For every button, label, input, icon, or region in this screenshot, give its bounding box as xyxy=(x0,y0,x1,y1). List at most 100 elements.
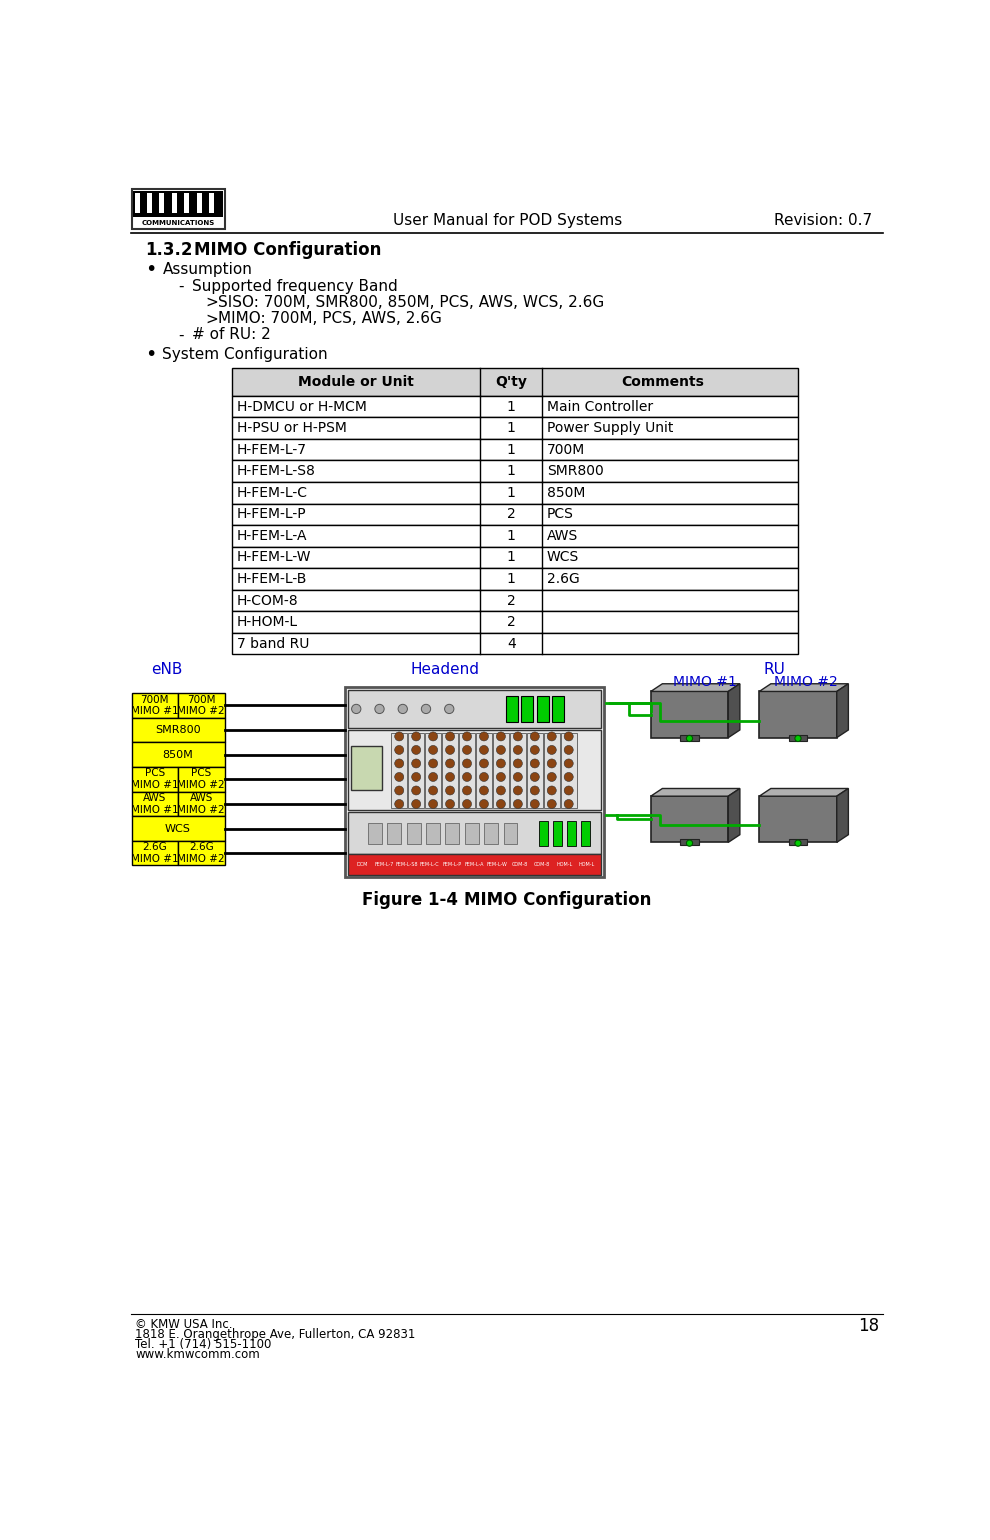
Text: •: • xyxy=(146,345,156,363)
Bar xyxy=(391,733,407,808)
Bar xyxy=(233,611,798,633)
Text: H-FEM-L-B: H-FEM-L-B xyxy=(237,571,307,587)
Circle shape xyxy=(446,732,454,741)
Text: H-FEM-L-7: H-FEM-L-7 xyxy=(237,442,307,457)
Polygon shape xyxy=(729,684,740,738)
Circle shape xyxy=(446,759,454,768)
Text: 1818 E. Orangethrope Ave, Fullerton, CA 92831: 1818 E. Orangethrope Ave, Fullerton, CA … xyxy=(136,1327,416,1341)
Circle shape xyxy=(479,732,488,741)
Bar xyxy=(426,822,440,844)
Circle shape xyxy=(479,773,488,781)
Bar xyxy=(132,693,178,718)
Bar xyxy=(540,821,548,845)
Text: eNB: eNB xyxy=(150,662,182,678)
Circle shape xyxy=(375,704,384,713)
Bar xyxy=(368,822,382,844)
Circle shape xyxy=(514,773,523,781)
Bar xyxy=(132,792,178,816)
Circle shape xyxy=(564,799,573,808)
Bar xyxy=(178,767,225,792)
Text: 7 band RU: 7 band RU xyxy=(237,636,309,651)
Bar xyxy=(147,192,151,213)
Circle shape xyxy=(479,799,488,808)
Circle shape xyxy=(395,759,404,768)
Bar xyxy=(209,192,214,213)
Circle shape xyxy=(514,745,523,755)
Circle shape xyxy=(351,704,361,713)
Circle shape xyxy=(547,799,556,808)
Circle shape xyxy=(795,735,801,742)
Circle shape xyxy=(395,785,404,795)
Text: FEM-L-P: FEM-L-P xyxy=(443,862,461,867)
Bar xyxy=(553,821,562,845)
Bar xyxy=(132,767,178,792)
Circle shape xyxy=(496,799,506,808)
Text: -: - xyxy=(178,328,183,342)
Circle shape xyxy=(531,799,540,808)
Bar xyxy=(567,821,576,845)
Bar xyxy=(233,417,798,439)
Bar xyxy=(347,813,601,855)
Text: MIMO: 700M, PCS, AWS, 2.6G: MIMO: 700M, PCS, AWS, 2.6G xyxy=(219,311,443,326)
Bar xyxy=(581,821,590,845)
Bar xyxy=(233,439,798,460)
Text: FEM-L-W: FEM-L-W xyxy=(486,862,507,867)
Text: 850M: 850M xyxy=(162,750,193,759)
Polygon shape xyxy=(650,684,740,691)
Text: FEM-L-C: FEM-L-C xyxy=(420,862,440,867)
Circle shape xyxy=(496,732,506,741)
Circle shape xyxy=(422,704,431,713)
Bar xyxy=(560,733,577,808)
Circle shape xyxy=(395,799,404,808)
Circle shape xyxy=(412,773,421,781)
Text: FEM-L-S8: FEM-L-S8 xyxy=(396,862,418,867)
Bar xyxy=(552,696,564,722)
Bar xyxy=(233,633,798,654)
Text: COMMUNICATIONS: COMMUNICATIONS xyxy=(142,220,215,226)
Text: H-HOM-L: H-HOM-L xyxy=(237,614,298,630)
Bar xyxy=(197,192,202,213)
Circle shape xyxy=(395,732,404,741)
Bar xyxy=(178,693,225,718)
Circle shape xyxy=(398,704,408,713)
Text: SMR800: SMR800 xyxy=(546,464,604,479)
Circle shape xyxy=(686,841,693,847)
Bar xyxy=(233,525,798,547)
Text: www.kmwcomm.com: www.kmwcomm.com xyxy=(136,1349,260,1361)
Text: Figure 1-4: Figure 1-4 xyxy=(362,892,458,909)
Circle shape xyxy=(462,773,471,781)
Polygon shape xyxy=(837,788,848,842)
Circle shape xyxy=(531,732,540,741)
Text: PCS: PCS xyxy=(546,507,574,522)
Bar xyxy=(759,691,837,738)
Bar xyxy=(650,796,729,842)
Text: H-FEM-L-C: H-FEM-L-C xyxy=(237,485,308,501)
Circle shape xyxy=(412,759,421,768)
Circle shape xyxy=(462,745,471,755)
Text: Power Supply Unit: Power Supply Unit xyxy=(546,420,673,436)
Text: Module or Unit: Module or Unit xyxy=(298,374,414,390)
Bar xyxy=(759,796,837,842)
Text: # of RU: 2: # of RU: 2 xyxy=(192,328,270,342)
Circle shape xyxy=(479,785,488,795)
Bar xyxy=(184,192,189,213)
Circle shape xyxy=(462,785,471,795)
Bar xyxy=(789,735,807,741)
Text: 2: 2 xyxy=(507,593,516,608)
Text: MIMO Configuration: MIMO Configuration xyxy=(464,892,651,909)
Text: H-DMCU or H-MCM: H-DMCU or H-MCM xyxy=(237,399,366,414)
Text: H-PSU or H-PSM: H-PSU or H-PSM xyxy=(237,420,346,436)
Circle shape xyxy=(564,773,573,781)
Circle shape xyxy=(547,785,556,795)
Text: >: > xyxy=(205,296,218,310)
Circle shape xyxy=(547,759,556,768)
Text: 2: 2 xyxy=(507,614,516,630)
Bar xyxy=(789,839,807,845)
Circle shape xyxy=(531,773,540,781)
Text: 850M: 850M xyxy=(546,485,585,501)
Bar xyxy=(233,396,798,417)
Text: 2.6G
MIMO #2: 2.6G MIMO #2 xyxy=(177,842,225,864)
Bar xyxy=(233,460,798,482)
Bar xyxy=(233,368,798,396)
Text: 1: 1 xyxy=(507,571,516,587)
